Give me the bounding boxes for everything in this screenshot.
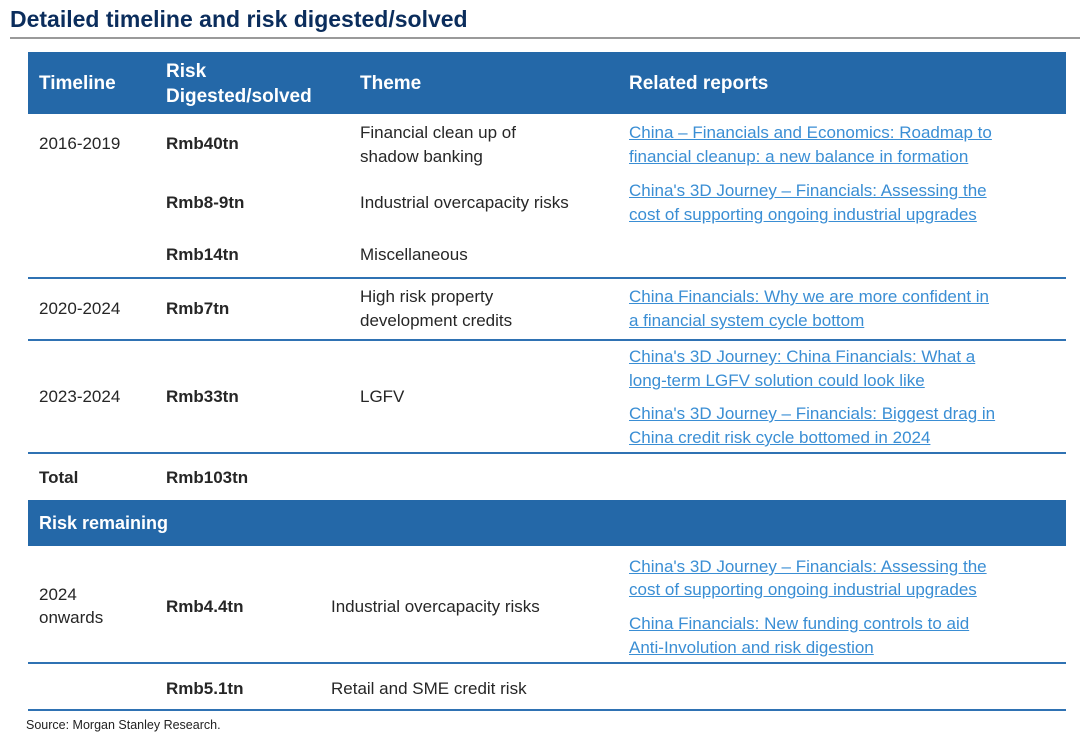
report-link[interactable]: China Financials: Why we are more confid… [629,287,989,306]
theme-cell: Miscellaneous [360,245,468,264]
total-label: Total [39,468,79,487]
timeline-cell-2: onwards [39,608,104,627]
report-link[interactable]: China credit risk cycle bottomed in 2024 [629,428,931,447]
row-divider [28,277,1066,279]
header-risk: Risk [166,61,207,82]
report-link[interactable]: China Financials: New funding controls t… [629,614,970,633]
theme-cell: LGFV [360,387,405,406]
total-value: Rmb103tn [166,468,249,487]
report-link[interactable]: China's 3D Journey – Financials: Assessi… [629,181,987,200]
theme-cell: High risk property [360,287,494,306]
header-theme: Theme [360,73,422,94]
row-divider [28,339,1066,341]
report-link[interactable]: a financial system cycle bottom [629,311,865,330]
row-divider [28,662,1066,664]
timeline-cell: 2023-2024 [39,387,121,406]
theme-cell: Industrial overcapacity risks [331,597,540,616]
timeline-cell: 2020-2024 [39,299,121,318]
report-link[interactable]: China's 3D Journey – Financials: Biggest… [629,404,996,423]
header-reports: Related reports [629,73,769,94]
report-link[interactable]: China's 3D Journey: China Financials: Wh… [629,347,976,366]
risk-remaining-label: Risk remaining [39,513,169,533]
title-divider [10,37,1080,39]
report-link[interactable]: China's 3D Journey – Financials: Assessi… [629,557,987,576]
theme-cell-2: development credits [360,311,513,330]
theme-cell: Industrial overcapacity risks [360,193,569,212]
row-divider [28,452,1066,454]
report-link[interactable]: Anti-Involution and risk digestion [629,638,874,657]
theme-cell: Retail and SME credit risk [331,679,527,698]
header-risk-2: Digested/solved [166,86,312,107]
page-title: Detailed timeline and risk digested/solv… [10,6,468,32]
theme-cell: Financial clean up of [360,123,516,142]
header-timeline: Timeline [39,73,116,94]
source-note: Source: Morgan Stanley Research. [26,718,221,732]
risk-cell: Rmb40tn [166,134,239,153]
risk-remaining-header [28,500,1066,546]
table-bottom-rule [28,709,1066,711]
risk-cell: Rmb5.1tn [166,679,244,698]
timeline-cell: 2016-2019 [39,134,121,153]
risk-cell: Rmb4.4tn [166,597,244,616]
risk-cell: Rmb7tn [166,299,230,318]
theme-cell-2: shadow banking [360,147,483,166]
report-link[interactable]: cost of supporting ongoing industrial up… [629,205,977,224]
risk-cell: Rmb8-9tn [166,193,245,212]
report-link[interactable]: long-term LGFV solution could look like [629,371,925,390]
risk-cell: Rmb33tn [166,387,239,406]
table-header [28,52,1066,114]
report-link[interactable]: cost of supporting ongoing industrial up… [629,580,977,599]
timeline-cell: 2024 [39,585,77,604]
report-link[interactable]: China – Financials and Economics: Roadma… [629,123,992,142]
report-link[interactable]: financial cleanup: a new balance in form… [629,147,969,166]
risk-cell: Rmb14tn [166,245,239,264]
